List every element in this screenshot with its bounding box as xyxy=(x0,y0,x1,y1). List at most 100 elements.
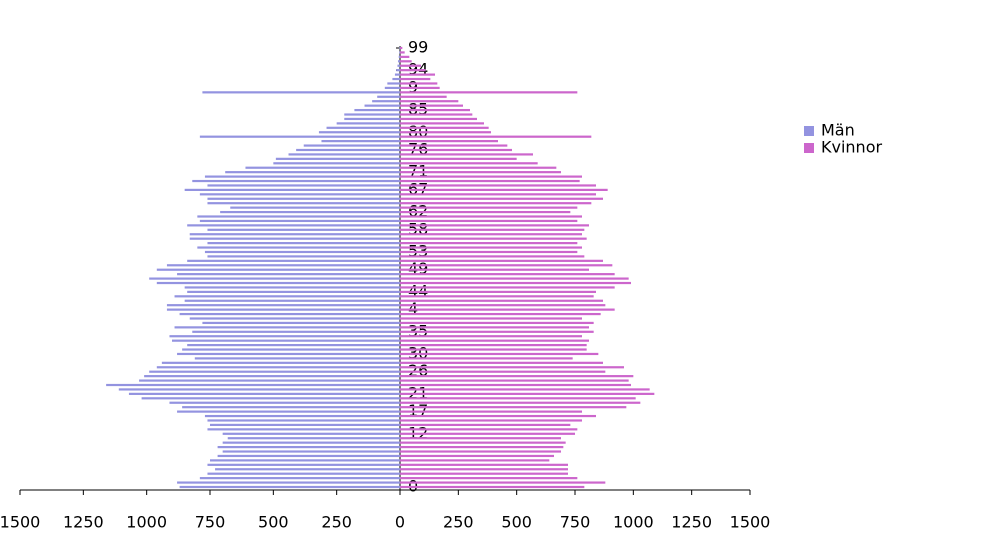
bar xyxy=(144,375,400,378)
bar xyxy=(194,357,400,360)
bar xyxy=(187,224,400,227)
bar xyxy=(400,463,568,466)
bar xyxy=(400,206,578,209)
bar xyxy=(400,77,431,81)
legend-swatch xyxy=(804,143,814,153)
bar xyxy=(182,348,400,351)
bar xyxy=(400,414,596,418)
bar xyxy=(400,281,631,285)
bar xyxy=(400,55,410,58)
bar xyxy=(344,117,400,121)
bar xyxy=(207,419,400,422)
x-tick-label: 1000 xyxy=(613,513,654,532)
bar xyxy=(174,295,400,298)
y-tick-label: 99 xyxy=(408,38,428,57)
bar xyxy=(207,428,400,431)
bar xyxy=(400,144,508,147)
bar xyxy=(400,188,608,191)
bar xyxy=(400,202,592,205)
bar xyxy=(184,299,400,302)
bar xyxy=(400,339,589,342)
bar xyxy=(400,126,489,129)
bar xyxy=(397,64,400,67)
bar xyxy=(106,383,400,387)
bar xyxy=(189,233,400,236)
bar xyxy=(222,441,400,444)
bar xyxy=(207,228,400,231)
bar xyxy=(377,95,400,98)
bar xyxy=(400,224,589,227)
bar xyxy=(141,397,400,400)
x-tick-label: 500 xyxy=(501,513,532,532)
bar xyxy=(187,344,400,347)
bar xyxy=(169,335,400,338)
bar xyxy=(172,339,400,342)
bar xyxy=(400,69,426,72)
bar xyxy=(400,375,634,378)
bar xyxy=(207,472,400,475)
bar xyxy=(400,352,599,356)
bar xyxy=(400,166,557,169)
bar xyxy=(189,317,400,320)
bar xyxy=(400,348,587,351)
bar xyxy=(400,228,585,231)
bar xyxy=(394,73,400,76)
bar xyxy=(400,468,568,471)
bar xyxy=(227,437,400,440)
bar xyxy=(400,179,580,183)
bar xyxy=(400,437,561,440)
bar xyxy=(384,86,400,90)
bar xyxy=(400,242,578,245)
bar xyxy=(398,55,400,58)
bar xyxy=(400,108,470,112)
x-tick-label: 0 xyxy=(395,513,405,532)
bar xyxy=(400,73,435,76)
bar xyxy=(197,215,400,218)
bar xyxy=(217,454,400,458)
bar xyxy=(161,361,400,364)
bar xyxy=(400,197,603,200)
bar xyxy=(400,481,606,484)
bar xyxy=(400,95,447,98)
bar xyxy=(400,357,573,360)
bar xyxy=(400,237,587,240)
bar xyxy=(184,188,400,191)
bar xyxy=(192,179,400,183)
bar xyxy=(199,193,400,196)
bar xyxy=(245,166,400,169)
bar xyxy=(400,233,582,236)
bar xyxy=(400,304,606,307)
bar xyxy=(400,308,615,311)
bar xyxy=(326,126,400,129)
bar xyxy=(400,317,582,320)
bar xyxy=(400,286,615,289)
bar xyxy=(207,255,400,258)
bar xyxy=(400,131,491,134)
bar xyxy=(400,91,578,94)
bar xyxy=(400,184,596,187)
bar xyxy=(400,64,421,67)
bar xyxy=(400,432,575,435)
bar xyxy=(210,459,400,462)
bar xyxy=(400,104,463,107)
bar xyxy=(400,140,498,143)
bar xyxy=(400,397,636,400)
bar xyxy=(207,197,400,200)
bar xyxy=(296,148,400,152)
bar xyxy=(400,215,582,218)
bar xyxy=(400,51,405,54)
bar xyxy=(344,113,400,116)
bar xyxy=(400,379,629,382)
bar xyxy=(354,108,400,112)
bar xyxy=(197,246,400,249)
bar xyxy=(400,361,603,364)
x-tick-label: 500 xyxy=(258,513,289,532)
bar xyxy=(400,46,403,50)
x-tick-label: 250 xyxy=(443,513,474,532)
bar xyxy=(204,250,400,254)
bar xyxy=(187,290,400,293)
bar xyxy=(187,259,400,262)
bar xyxy=(166,308,400,311)
bar xyxy=(400,60,412,63)
